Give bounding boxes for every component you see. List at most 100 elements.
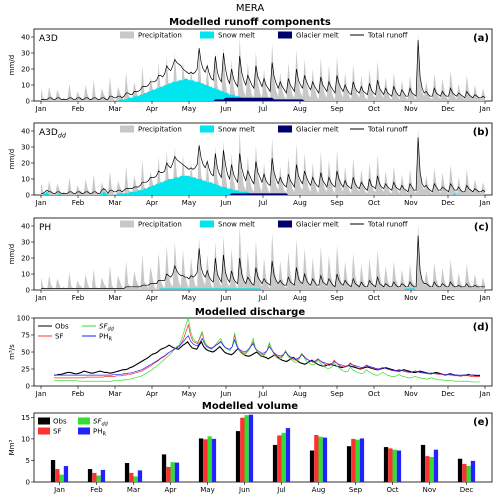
panel-d-ytick-label: 25 bbox=[21, 366, 30, 374]
panel-e-bar-ph-r bbox=[359, 438, 365, 482]
panel-c-name-base: PH bbox=[39, 223, 51, 233]
panel-d-xtick-label: Mar bbox=[108, 390, 121, 398]
panel-c-name: PH bbox=[39, 223, 51, 233]
panel-c-precipitation-area bbox=[41, 222, 485, 290]
panel-e-bar-sf bbox=[240, 417, 245, 482]
panel-b-legend-label: Glacier melt bbox=[296, 126, 339, 134]
panel-c-ytick-label: 30 bbox=[21, 239, 30, 247]
panel-c-legend-swatch bbox=[278, 220, 292, 228]
panel-c-letter: (c) bbox=[474, 222, 489, 233]
panel-d-legend-label-base: PH bbox=[99, 333, 109, 341]
panel-e-bar-sf bbox=[314, 434, 319, 482]
panel-c-xtick-label: Aug bbox=[293, 294, 307, 302]
panel-b-name: A3Ddd bbox=[39, 128, 67, 140]
panel-d-legend-label: PHR bbox=[99, 333, 113, 343]
panel-a-legend-swatch bbox=[120, 31, 134, 39]
panel-b-letter: (b) bbox=[473, 127, 489, 138]
panel-a-name: A3D bbox=[39, 34, 58, 44]
panel-b-xtick-label: May bbox=[182, 199, 196, 207]
panel-e-bar-obs bbox=[383, 447, 389, 482]
panel-e-legend-label: SFdd bbox=[93, 418, 109, 428]
panel-e-xtick-label: Jun bbox=[238, 486, 250, 494]
panel-b-name-base: A3D bbox=[39, 128, 58, 138]
panel-d-series-obs bbox=[54, 340, 480, 377]
panel-e-ytick-label: 0 bbox=[26, 479, 30, 487]
panel-c-xtick-label: Apr bbox=[146, 294, 158, 302]
panel-e-xtick-label: Jan bbox=[53, 486, 65, 494]
panel-a-xtick-label: Mar bbox=[108, 105, 121, 113]
panel-e-legend-label-base: PH bbox=[93, 428, 103, 436]
panel-e-bar-sf bbox=[55, 469, 60, 482]
panel-c-xtick-label: Oct bbox=[368, 294, 380, 302]
panel-e-legend-swatch bbox=[78, 417, 90, 425]
panel-b-legend-swatch bbox=[200, 125, 214, 133]
panel-d-xtick-label: Jun bbox=[220, 390, 232, 398]
figure-title: MERA bbox=[236, 3, 264, 14]
panel-a-xtick-label: Aug bbox=[293, 105, 307, 113]
panel-e-bar-ph-r bbox=[137, 470, 143, 482]
panel-a-legend-label: Snow melt bbox=[218, 32, 255, 40]
panel-a-snow-melt-area bbox=[41, 78, 485, 101]
panel-e-bar-obs bbox=[161, 454, 167, 482]
panel-c-legend-label: Snow melt bbox=[218, 221, 255, 229]
panel-e-bar-sf-dd bbox=[355, 439, 360, 482]
panel-a-ytick-label: 10 bbox=[21, 82, 30, 90]
panel-e-bar-sf-dd bbox=[392, 449, 397, 482]
panel-b-xtick-label: Mar bbox=[108, 199, 121, 207]
panel-e-bar-sf-dd bbox=[281, 432, 286, 482]
panel-c-xtick-label: Nov bbox=[404, 294, 418, 302]
panel-e-legend-label: Obs bbox=[53, 418, 67, 426]
panel-e-bar-sf bbox=[351, 438, 356, 483]
panel-a-xtick-label: Jul bbox=[258, 105, 268, 113]
panel-b-ytick-label: 30 bbox=[21, 144, 30, 152]
panel-e-legend-swatch bbox=[78, 427, 90, 435]
panel-b-legend-label: Snow melt bbox=[218, 126, 255, 134]
panel-a-xtick-label: Feb bbox=[72, 105, 85, 113]
panel-e-ytick-label: 15 bbox=[21, 414, 30, 422]
panel-e-bar-sf bbox=[166, 466, 171, 482]
panel-a-legend-label: Glacier melt bbox=[296, 32, 339, 40]
panel-e-legend-label-sub: dd bbox=[101, 422, 108, 428]
panel-a-xtick-label: Dec bbox=[441, 105, 455, 113]
section-title-discharge: Modelled discharge bbox=[195, 307, 305, 318]
panel-b-xtick-label: Sep bbox=[330, 199, 344, 207]
panel-a-xtick-label: Oct bbox=[368, 105, 380, 113]
panel-d-ytick-label: 50 bbox=[21, 349, 30, 357]
panel-e-bar-sf bbox=[425, 456, 430, 483]
panel-e-legend-label-sub: R bbox=[103, 432, 107, 438]
section-title-runoff: Modelled runoff components bbox=[169, 17, 331, 28]
panel-e-bar-sf bbox=[203, 439, 208, 482]
panel-b-legend-label: Precipitation bbox=[138, 126, 182, 134]
panel-e-bar-sf-dd bbox=[207, 436, 212, 482]
panel-e-bar-sf bbox=[277, 435, 282, 482]
panel-b-xtick-label: Feb bbox=[72, 199, 85, 207]
panel-c-legend-label: Glacier melt bbox=[296, 221, 339, 229]
panel-b-xtick-label: Apr bbox=[146, 199, 158, 207]
panel-b-ytick-label: 20 bbox=[21, 160, 30, 168]
panel-e-bar-sf-dd bbox=[318, 436, 323, 482]
panel-e-bar-obs bbox=[235, 431, 241, 482]
panel-b-xtick-label: Jun bbox=[220, 199, 232, 207]
section-title-volume: Modelled volume bbox=[202, 401, 298, 412]
panel-d-xtick-label: Sep bbox=[330, 390, 344, 398]
panel-e-xtick-label: Feb bbox=[90, 486, 103, 494]
panel-a-ytick-label: 40 bbox=[21, 34, 30, 42]
panel-d-xtick-label: Feb bbox=[72, 390, 85, 398]
panel-c-ytick-label: 20 bbox=[21, 255, 30, 263]
panel-d-legend-label-base: SF bbox=[99, 323, 108, 331]
panel-c-xtick-label: Jan bbox=[35, 294, 47, 302]
panel-e-bar-ph-r bbox=[211, 438, 217, 483]
panel-d-legend-label-sub: R bbox=[109, 337, 113, 343]
panel-e-bar-sf-dd bbox=[244, 415, 249, 482]
panel-c-ytick-label: 40 bbox=[21, 223, 30, 231]
panel-d-ytick-label: 0 bbox=[26, 383, 30, 391]
panel-e-bar-ph-r bbox=[248, 414, 254, 482]
panel-e-bar-ph-r bbox=[63, 466, 69, 482]
panel-b-xtick-label: Oct bbox=[368, 199, 380, 207]
panel-e-bar-obs bbox=[346, 446, 352, 482]
panel-e-bar-obs bbox=[198, 438, 204, 482]
panel-a-ylabel: mm/d bbox=[8, 55, 16, 75]
panel-a-ytick-label: 30 bbox=[21, 50, 30, 58]
panel-e-legend-label-base: SF bbox=[93, 418, 102, 426]
panel-d-letter: (d) bbox=[473, 322, 489, 333]
